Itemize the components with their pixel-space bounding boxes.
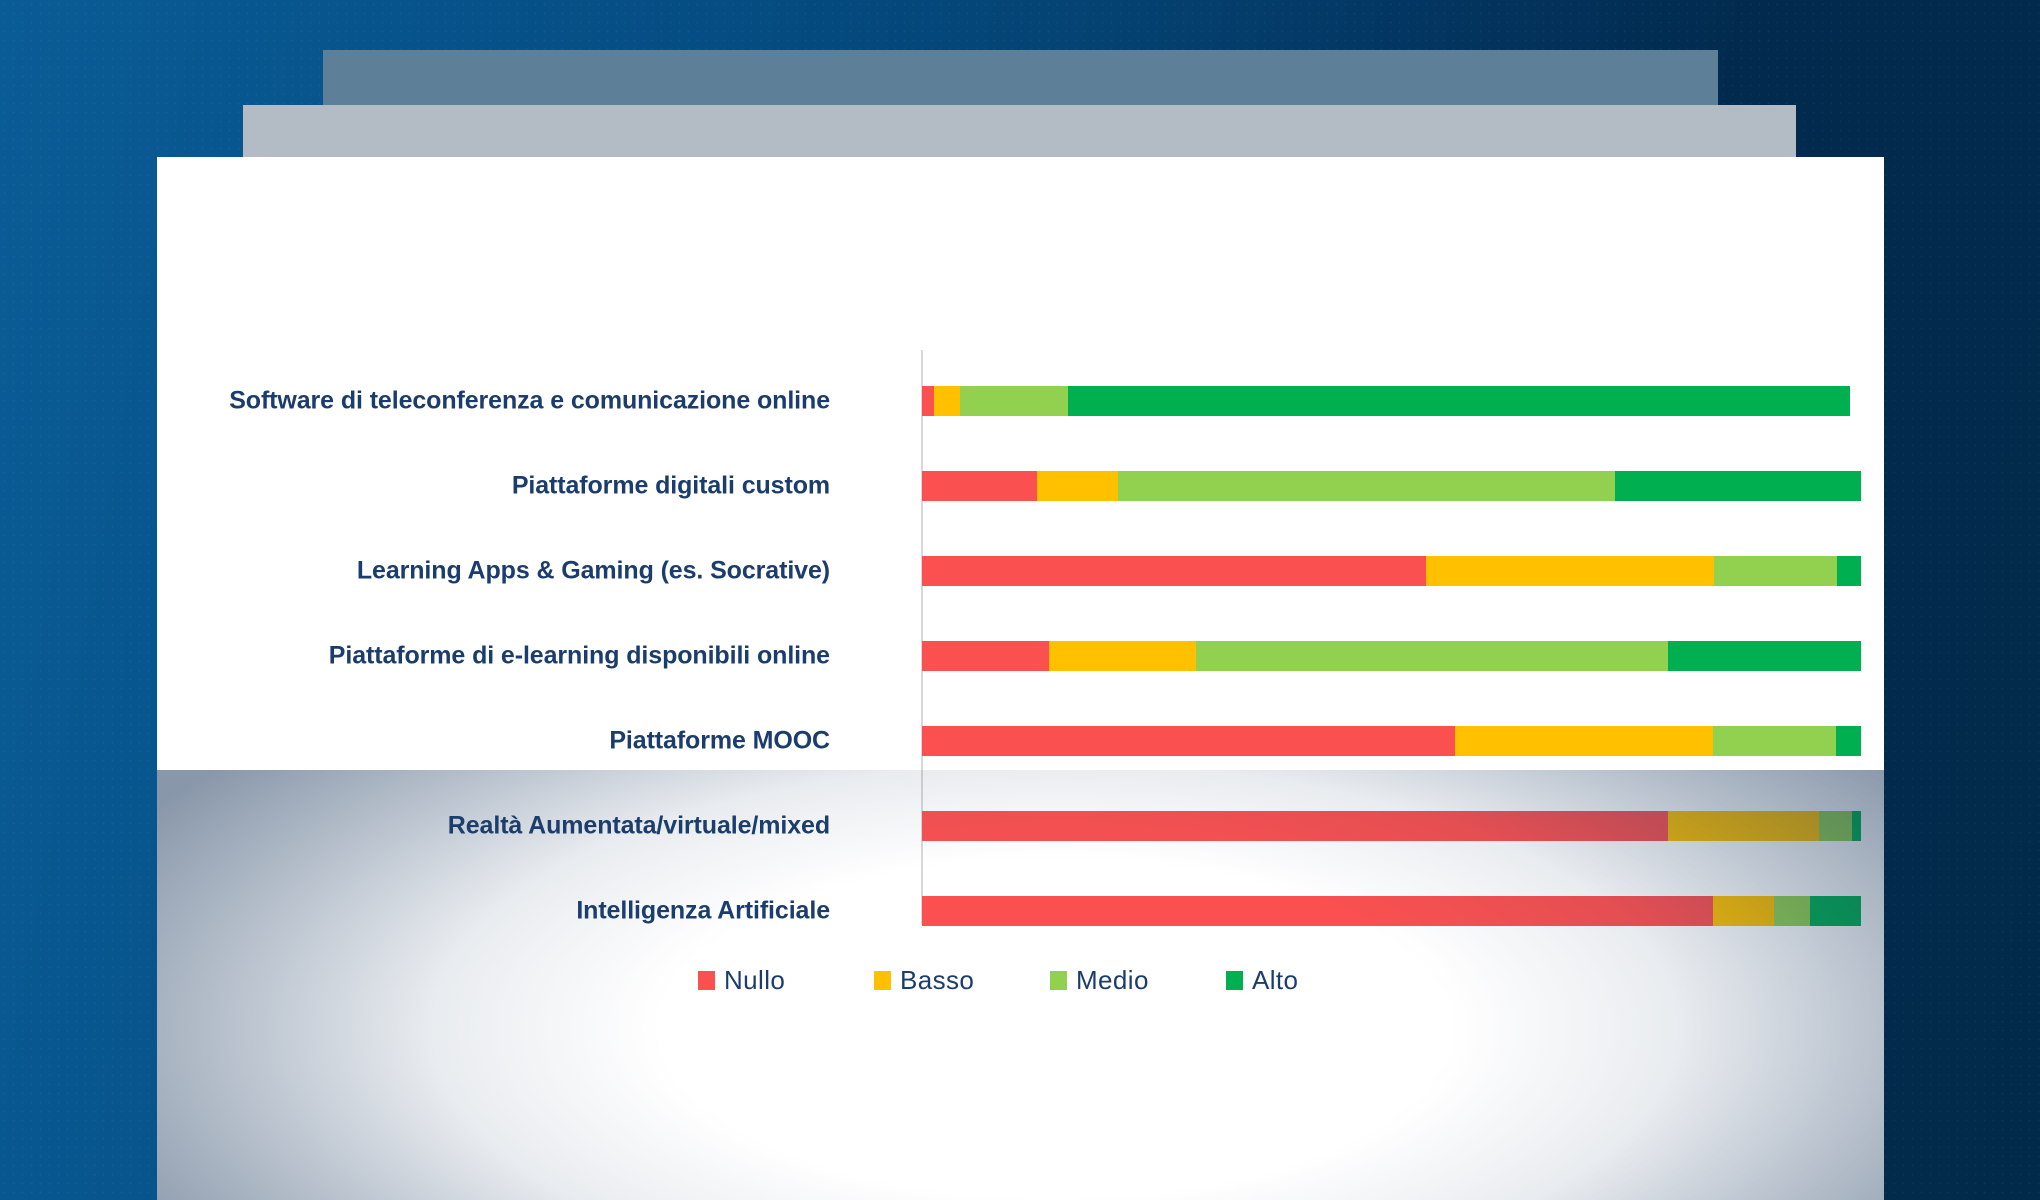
bar-segment-basso — [1667, 810, 1819, 841]
bar-segment-nullo — [922, 725, 1456, 756]
legend-label: Basso — [900, 965, 975, 995]
bar-row: Piattaforme di e-learning disponibili on… — [157, 613, 1884, 698]
bar-segment-basso — [934, 385, 961, 416]
bar-segment-alto — [1614, 470, 1861, 501]
bar-segment-basso — [1712, 895, 1774, 926]
legend-label: Alto — [1252, 965, 1299, 995]
bar-segment-basso — [1426, 555, 1714, 586]
legend-item-medio[interactable]: Medio — [1050, 965, 1149, 996]
stacked-bar — [922, 640, 1861, 671]
bar-segment-medio — [1118, 470, 1615, 501]
legend-item-alto[interactable]: Alto — [1226, 965, 1298, 996]
chart-legend: Nullo Basso Medio Alto — [157, 965, 1884, 999]
bar-row: Realtà Aumentata/virtuale/mixed — [157, 783, 1884, 868]
legend-swatch-icon — [1226, 971, 1243, 990]
bar-segment-basso — [1037, 470, 1119, 501]
category-label: Piattaforme digitali custom — [511, 471, 830, 499]
chart-card: Software di teleconferenza e comunicazio… — [157, 157, 1884, 1200]
stacked-bar — [922, 725, 1861, 756]
stacked-bar — [922, 555, 1861, 586]
bar-segment-medio — [1713, 555, 1837, 586]
legend-swatch-icon — [874, 971, 891, 990]
bar-segment-alto — [1836, 555, 1861, 586]
category-label: Learning Apps & Gaming (es. Socrative) — [356, 556, 830, 584]
value-axis-line — [921, 350, 923, 925]
bar-segment-basso — [1048, 640, 1197, 671]
stacked-bar — [922, 385, 1850, 416]
bar-segment-medio — [1712, 725, 1836, 756]
legend-swatch-icon — [1050, 971, 1067, 990]
legend-item-basso[interactable]: Basso — [874, 965, 974, 996]
bar-segment-alto — [1068, 385, 1850, 416]
bar-row: Piattaforme digitali custom — [157, 443, 1884, 528]
category-label: Realtà Aumentata/virtuale/mixed — [447, 811, 830, 839]
bar-segment-alto — [1851, 810, 1861, 841]
bar-segment-nullo — [922, 385, 935, 416]
legend-label: Medio — [1076, 965, 1149, 995]
category-label: Software di teleconferenza e comunicazio… — [229, 386, 830, 414]
bar-segment-medio — [960, 385, 1069, 416]
bar-row: Intelligenza Artificiale — [157, 868, 1884, 953]
bar-segment-nullo — [922, 555, 1427, 586]
bar-row: Learning Apps & Gaming (es. Socrative) — [157, 528, 1884, 613]
legend-item-nullo[interactable]: Nullo — [698, 965, 785, 996]
bar-segment-nullo — [922, 895, 1713, 926]
stacked-bar-chart: Software di teleconferenza e comunicazio… — [157, 157, 1884, 1200]
bar-row: Software di teleconferenza e comunicazio… — [157, 358, 1884, 443]
bar-segment-nullo — [922, 810, 1668, 841]
legend-label: Nullo — [724, 965, 786, 995]
bar-row: Piattaforme MOOC — [157, 698, 1884, 783]
category-label: Intelligenza Artificiale — [576, 896, 830, 924]
bar-segment-medio — [1773, 895, 1811, 926]
bar-segment-alto — [1810, 895, 1861, 926]
stacked-bar — [922, 895, 1861, 926]
bar-segment-basso — [1455, 725, 1713, 756]
bar-segment-alto — [1835, 725, 1861, 756]
bar-segment-alto — [1668, 640, 1861, 671]
bar-segment-medio — [1196, 640, 1669, 671]
bar-segment-medio — [1818, 810, 1852, 841]
bar-segment-nullo — [922, 470, 1038, 501]
category-label: Piattaforme di e-learning disponibili on… — [328, 641, 830, 669]
legend-swatch-icon — [698, 971, 715, 990]
stacked-bar — [922, 470, 1861, 501]
bar-segment-nullo — [922, 640, 1049, 671]
category-label: Piattaforme MOOC — [609, 726, 830, 754]
stacked-bar — [922, 810, 1861, 841]
plot-area: Software di teleconferenza e comunicazio… — [157, 350, 1884, 926]
